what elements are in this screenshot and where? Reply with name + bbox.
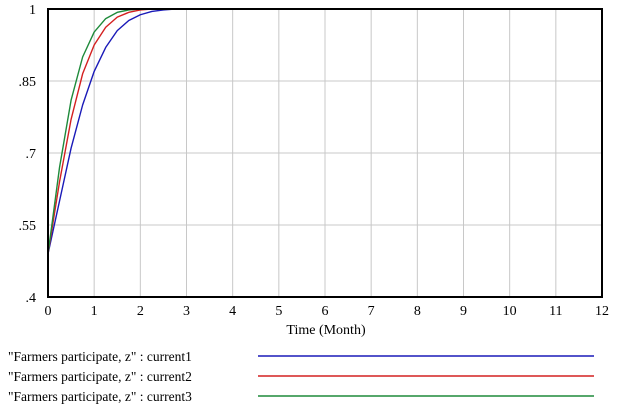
x-tick-label: 9	[460, 304, 467, 319]
legend: "Farmers participate, z" : current1 "Farm…	[8, 349, 594, 404]
y-tick-label: .4	[26, 291, 37, 306]
x-tick-labels: 0 1 2 3 4 5 6 7 8 9 10 11 12	[45, 304, 610, 319]
y-tick-label: .85	[19, 75, 37, 90]
legend-label-2: "Farmers participate, z" : current2	[8, 369, 192, 384]
legend-label-1: "Farmers participate, z" : current1	[8, 349, 192, 364]
x-tick-label: 7	[368, 304, 375, 319]
plot-border	[47, 8, 603, 298]
x-tick-label: 3	[183, 304, 190, 319]
y-tick-label: .7	[26, 147, 37, 162]
legend-label-3: "Farmers participate, z" : current3	[8, 389, 192, 404]
x-tick-label: 10	[503, 304, 517, 319]
x-tick-label: 5	[275, 304, 282, 319]
x-tick-label: 2	[137, 304, 144, 319]
x-tick-label: 11	[549, 304, 562, 319]
x-tick-label: 4	[229, 304, 236, 319]
plot-frame	[47, 8, 603, 298]
y-tick-label: 1	[29, 3, 36, 18]
x-tick-label: 1	[91, 304, 98, 319]
x-axis-label: Time (Month)	[286, 323, 366, 338]
grid-lines	[48, 9, 602, 297]
x-tick-label: 12	[595, 304, 609, 319]
y-tick-labels: 1 .85 .7 .55 .4	[19, 3, 37, 306]
x-tick-label: 0	[45, 304, 52, 319]
x-tick-label: 8	[414, 304, 421, 319]
y-tick-label: .55	[19, 219, 37, 234]
x-tick-label: 6	[322, 304, 329, 319]
